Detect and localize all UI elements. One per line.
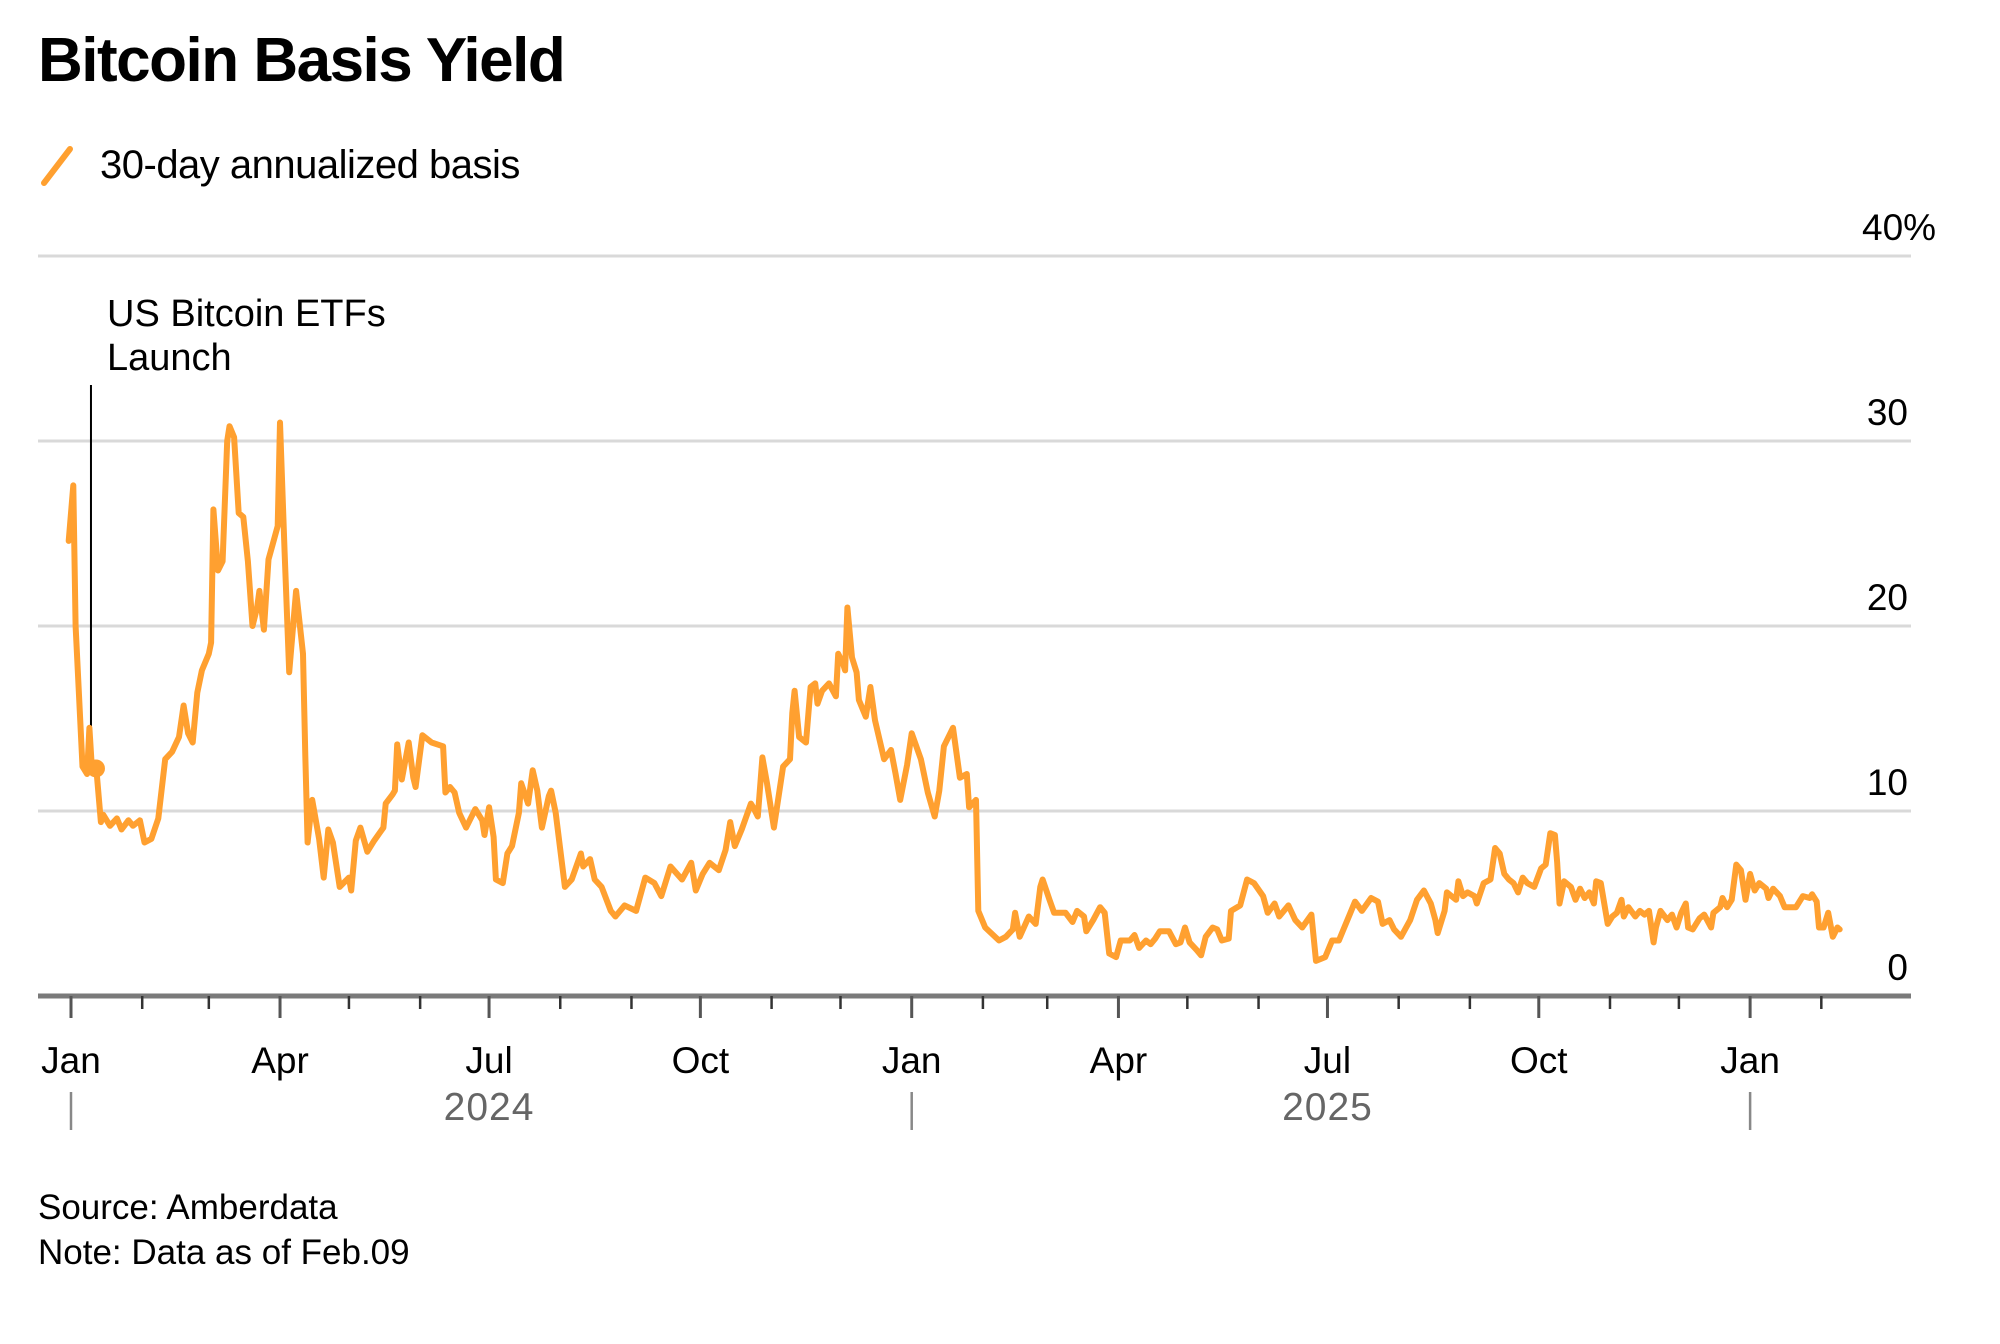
x-tick-label: Jan bbox=[1720, 1040, 1780, 1081]
chart-title: Bitcoin Basis Yield bbox=[38, 26, 566, 95]
y-tick-label: 10 bbox=[1867, 762, 1908, 803]
gridlines bbox=[38, 254, 1911, 813]
annotation-text-line-2: Launch bbox=[107, 337, 232, 379]
x-tick-label: Oct bbox=[672, 1040, 730, 1081]
year-label: 2024 bbox=[444, 1086, 535, 1129]
x-axis: Jan Apr Jul Oct Jan Apr Jul Oct Jan 2024 2025 bbox=[38, 993, 1911, 1130]
x-tick-label: Apr bbox=[251, 1040, 309, 1081]
x-tick-label: Jul bbox=[1304, 1040, 1351, 1081]
x-tick-label: Jan bbox=[41, 1040, 101, 1081]
x-tick-label: Jan bbox=[882, 1040, 942, 1081]
annotation-etf-launch: US Bitcoin ETFs Launch bbox=[89, 293, 386, 769]
x-tick-label: Apr bbox=[1090, 1040, 1148, 1081]
series-line-30-day-annualized-basis bbox=[65, 419, 1843, 964]
y-axis-tick-labels: 40% 30 20 10 0 bbox=[1862, 207, 1936, 988]
y-tick-label: 0 bbox=[1887, 947, 1908, 988]
legend: 30-day annualized basis bbox=[40, 140, 520, 190]
data-note: Note: Data as of Feb.09 bbox=[38, 1233, 410, 1272]
x-tick-label: Oct bbox=[1510, 1040, 1568, 1081]
source-note: Source: Amberdata bbox=[38, 1188, 338, 1227]
y-tick-label: 40% bbox=[1862, 207, 1936, 248]
legend-line-swatch-icon bbox=[40, 143, 74, 187]
annotation-text-line-1: US Bitcoin ETFs bbox=[107, 293, 386, 335]
year-label: 2025 bbox=[1282, 1086, 1373, 1129]
legend-label: 30-day annualized basis bbox=[100, 142, 520, 187]
y-tick-label: 30 bbox=[1867, 392, 1908, 433]
annotation-marker-dot bbox=[86, 759, 105, 778]
chart-footer: Source: Amberdata Note: Data as of Feb.0… bbox=[38, 1185, 410, 1275]
y-tick-label: 20 bbox=[1867, 577, 1908, 618]
x-tick-label: Jul bbox=[465, 1040, 512, 1081]
